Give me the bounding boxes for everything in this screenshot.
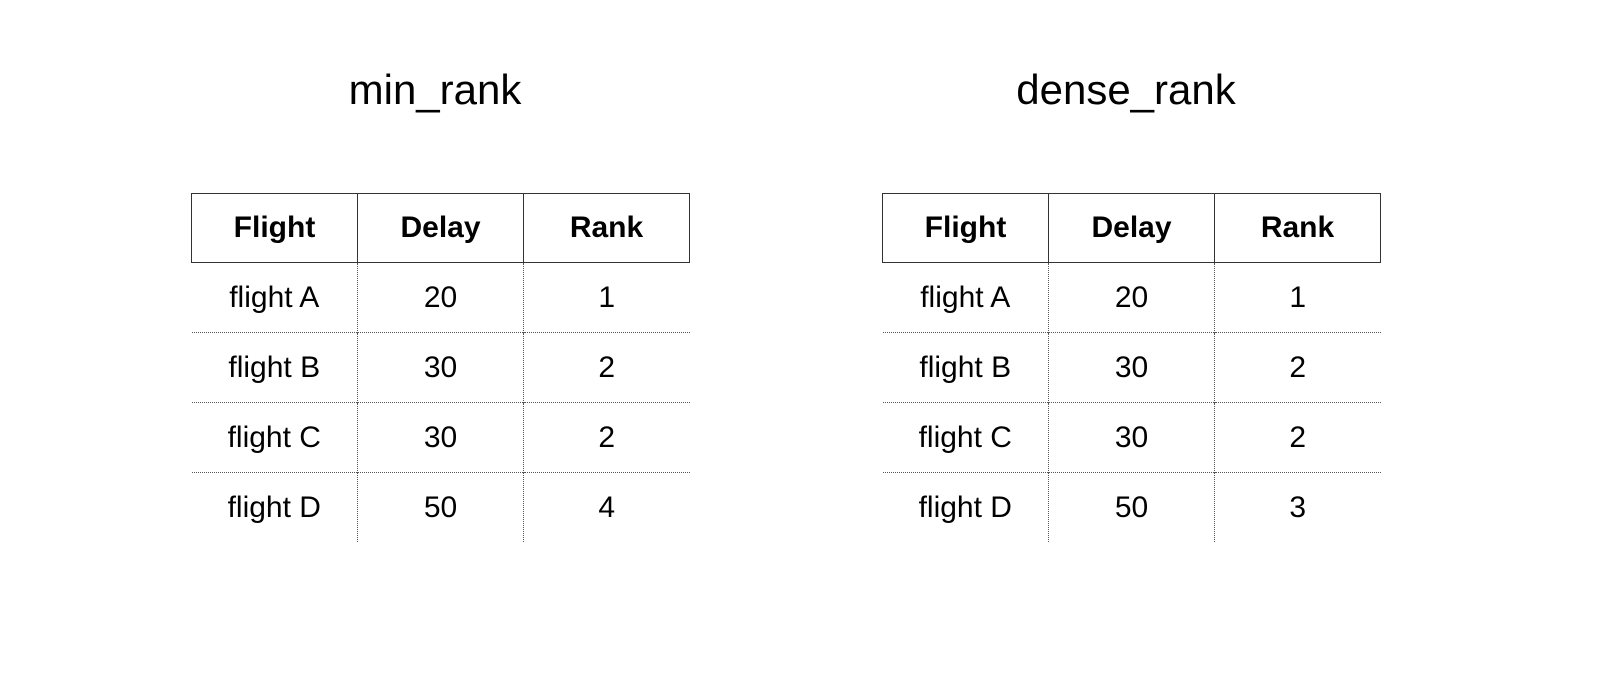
table-row: flight C 30 2: [882, 402, 1381, 473]
delay-cell: 30: [357, 402, 524, 473]
rank-cell: 2: [523, 402, 690, 473]
column-header-rank: Rank: [523, 193, 690, 263]
delay-cell: 20: [1048, 262, 1215, 333]
table-row: flight D 50 3: [882, 472, 1381, 542]
column-header-flight: Flight: [882, 193, 1049, 263]
delay-cell: 30: [1048, 332, 1215, 403]
delay-cell: 50: [357, 472, 524, 542]
dense-rank-table: Flight Delay Rank flight A 20 1 flight B…: [882, 193, 1381, 542]
rank-cell: 2: [1214, 332, 1381, 403]
delay-cell: 50: [1048, 472, 1215, 542]
table-row: flight A 20 1: [883, 262, 1381, 333]
flight-cell: flight D: [191, 472, 358, 542]
flight-cell: flight B: [191, 332, 358, 403]
table-row: flight D 50 4: [191, 472, 690, 542]
min-rank-table: Flight Delay Rank flight A 20 1 flight B…: [191, 193, 690, 542]
flight-cell: flight D: [882, 472, 1049, 542]
flight-cell: flight C: [882, 402, 1049, 473]
column-header-delay: Delay: [1048, 193, 1215, 263]
rank-cell: 2: [523, 332, 690, 403]
table-row: flight A 20 1: [192, 262, 690, 333]
column-header-flight: Flight: [191, 193, 358, 263]
delay-cell: 20: [357, 262, 524, 333]
rank-cell: 4: [523, 472, 690, 542]
table-row: flight B 30 2: [191, 332, 690, 403]
flight-cell: flight C: [191, 402, 358, 473]
table-row: flight C 30 2: [191, 402, 690, 473]
flight-cell: flight A: [920, 280, 1011, 314]
panel-title: dense_rank: [1016, 66, 1236, 113]
flight-cell: flight B: [882, 332, 1049, 403]
panel-title: min_rank: [348, 66, 522, 113]
column-header-delay: Delay: [357, 193, 524, 263]
min-rank-panel: min_rank Flight Delay Rank flight A 20 1…: [191, 0, 690, 691]
dense-rank-panel: dense_rank Flight Delay Rank flight A 20…: [882, 0, 1381, 691]
header-row: Flight Delay Rank: [191, 193, 690, 263]
header-row: Flight Delay Rank: [882, 193, 1381, 263]
flight-cell: flight A: [229, 280, 320, 314]
rank-cell: 1: [1214, 262, 1381, 333]
column-header-rank: Rank: [1214, 193, 1381, 263]
rank-cell: 2: [1214, 402, 1381, 473]
delay-cell: 30: [1048, 402, 1215, 473]
delay-cell: 30: [357, 332, 524, 403]
rank-cell: 3: [1214, 472, 1381, 542]
table-row: flight B 30 2: [882, 332, 1381, 403]
rank-cell: 1: [523, 262, 690, 333]
